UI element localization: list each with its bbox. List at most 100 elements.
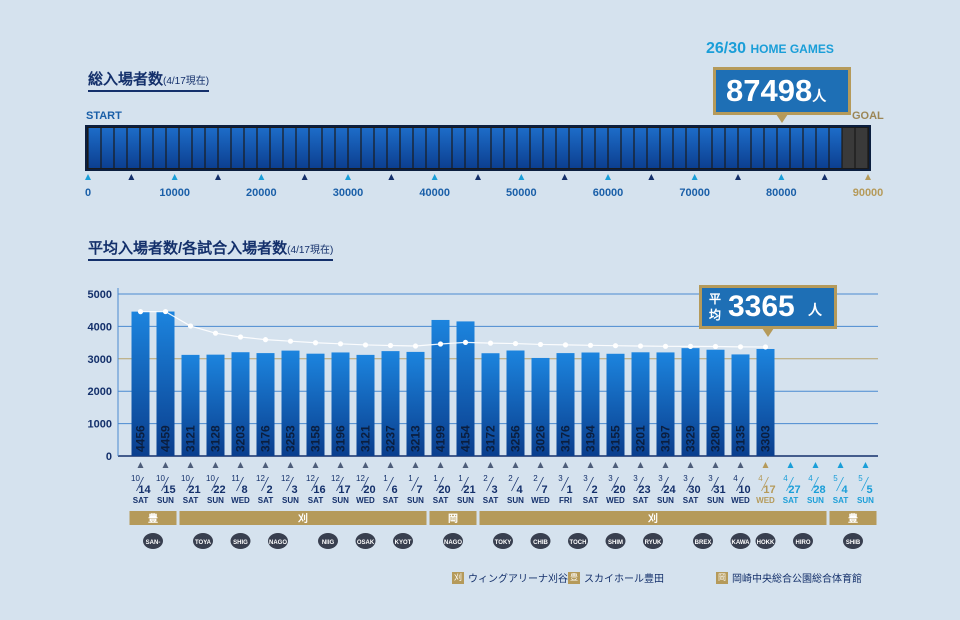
team-logo-text: TOYA <box>195 540 212 546</box>
date-marker <box>162 462 169 468</box>
date-weekday: SUN <box>507 496 524 505</box>
team-logo-mark <box>730 533 751 549</box>
progress-segment <box>205 128 218 168</box>
tick-marker <box>518 174 525 180</box>
date-day: 22 <box>213 484 225 496</box>
avg-value: 3365 <box>728 290 795 323</box>
team-logo-text: KYOT <box>395 540 412 546</box>
progress-segment <box>764 128 777 168</box>
date-weekday: FRI <box>559 496 572 505</box>
progress-segment <box>491 128 504 168</box>
date-marker <box>837 462 844 468</box>
running-average-point <box>362 342 369 348</box>
date-marker <box>512 462 519 468</box>
running-average-point <box>537 341 544 348</box>
progress-segment <box>439 128 452 168</box>
team-logo-mark <box>355 533 376 549</box>
tick-label: 20000 <box>246 187 277 199</box>
team-logo-mark <box>793 533 813 549</box>
tick-marker <box>388 174 395 180</box>
attendance-bar <box>481 353 500 456</box>
progress-segment <box>647 128 660 168</box>
attendance-bar-label: 3194 <box>584 425 598 452</box>
date-marker <box>612 462 619 468</box>
running-average-point <box>312 340 319 346</box>
date-marker <box>137 462 144 468</box>
attendance-bar-label: 3303 <box>759 425 773 452</box>
date-marker <box>537 462 544 468</box>
date-month: 1 <box>458 474 463 483</box>
total-title: 総入場者数(4/17現在) <box>88 68 210 92</box>
date-day: 27 <box>788 484 800 496</box>
progress-segment <box>192 128 205 168</box>
team-logo-text: OSAK <box>357 540 375 546</box>
team-logo-mark <box>493 533 513 549</box>
date-weekday: WED <box>531 496 550 505</box>
attendance-bar <box>256 353 275 456</box>
venue-label: 岡 <box>448 513 458 525</box>
progress-segment <box>270 128 283 168</box>
running-average-point <box>687 343 694 349</box>
tick-marker <box>865 174 871 180</box>
date-weekday: SUN <box>157 496 174 505</box>
attendance-bar-label: 3155 <box>609 425 623 452</box>
venue-box <box>429 511 477 525</box>
legend-venue-key: 豊 <box>568 571 580 584</box>
date-month: 1 <box>408 474 413 483</box>
date-slash <box>311 476 319 492</box>
attendance-bar-label: 3197 <box>659 425 673 452</box>
team-logo-mark <box>755 533 776 549</box>
tick-marker <box>215 174 221 180</box>
progress-segment <box>348 128 361 168</box>
progress-segment <box>543 128 556 168</box>
date-day: 8 <box>241 484 247 496</box>
date-marker <box>662 462 669 468</box>
date-weekday: SAT <box>258 496 274 505</box>
tick-label: 0 <box>85 187 91 199</box>
venue-box <box>479 511 827 525</box>
progress-segment <box>751 128 764 168</box>
date-day: 3 <box>291 484 297 496</box>
attendance-bar <box>531 357 550 456</box>
date-day: 17 <box>763 484 775 496</box>
date-weekday: SUN <box>857 496 874 505</box>
progress-segment <box>322 128 335 168</box>
progress-segment <box>374 128 387 168</box>
progress-segment <box>218 128 231 168</box>
date-month: 2 <box>508 474 513 483</box>
date-weekday: SAT <box>308 496 324 505</box>
date-slash <box>511 476 519 492</box>
date-day: 23 <box>638 484 650 496</box>
date-slash <box>136 476 144 492</box>
date-day: 20 <box>613 484 625 496</box>
progress-segment <box>725 128 738 168</box>
date-day: 17 <box>338 484 350 496</box>
progress-segment <box>257 128 270 168</box>
date-weekday: SUN <box>207 496 224 505</box>
running-average-point <box>237 334 244 340</box>
date-day: 20 <box>363 484 375 496</box>
total-value: 87498 <box>726 73 813 108</box>
date-slash <box>811 476 819 492</box>
progress-segment <box>244 128 257 168</box>
attendance-bar <box>156 311 175 456</box>
progress-segment <box>530 128 543 168</box>
attendance-bar-label: 4459 <box>159 425 173 452</box>
attendance-bar <box>731 354 750 456</box>
tick-label: 40000 <box>419 187 450 199</box>
tick-marker <box>561 174 568 180</box>
attendance-bar-label: 3158 <box>309 425 323 452</box>
running-average-line <box>140 310 766 348</box>
attendance-bar-label: 3280 <box>709 425 723 452</box>
date-month: 3 <box>633 474 638 483</box>
date-month: 3 <box>583 474 588 483</box>
date-weekday: SUN <box>807 496 824 505</box>
running-average-point <box>737 344 744 350</box>
date-slash <box>411 476 419 492</box>
running-average-point <box>487 340 494 346</box>
progress-segment <box>231 128 244 168</box>
total-title-note: (4/17現在) <box>163 76 210 87</box>
tick-label: 60000 <box>593 187 624 199</box>
running-average-point <box>512 340 519 347</box>
legend-venue-name: ウィングアリーナ刈谷 <box>468 574 568 585</box>
